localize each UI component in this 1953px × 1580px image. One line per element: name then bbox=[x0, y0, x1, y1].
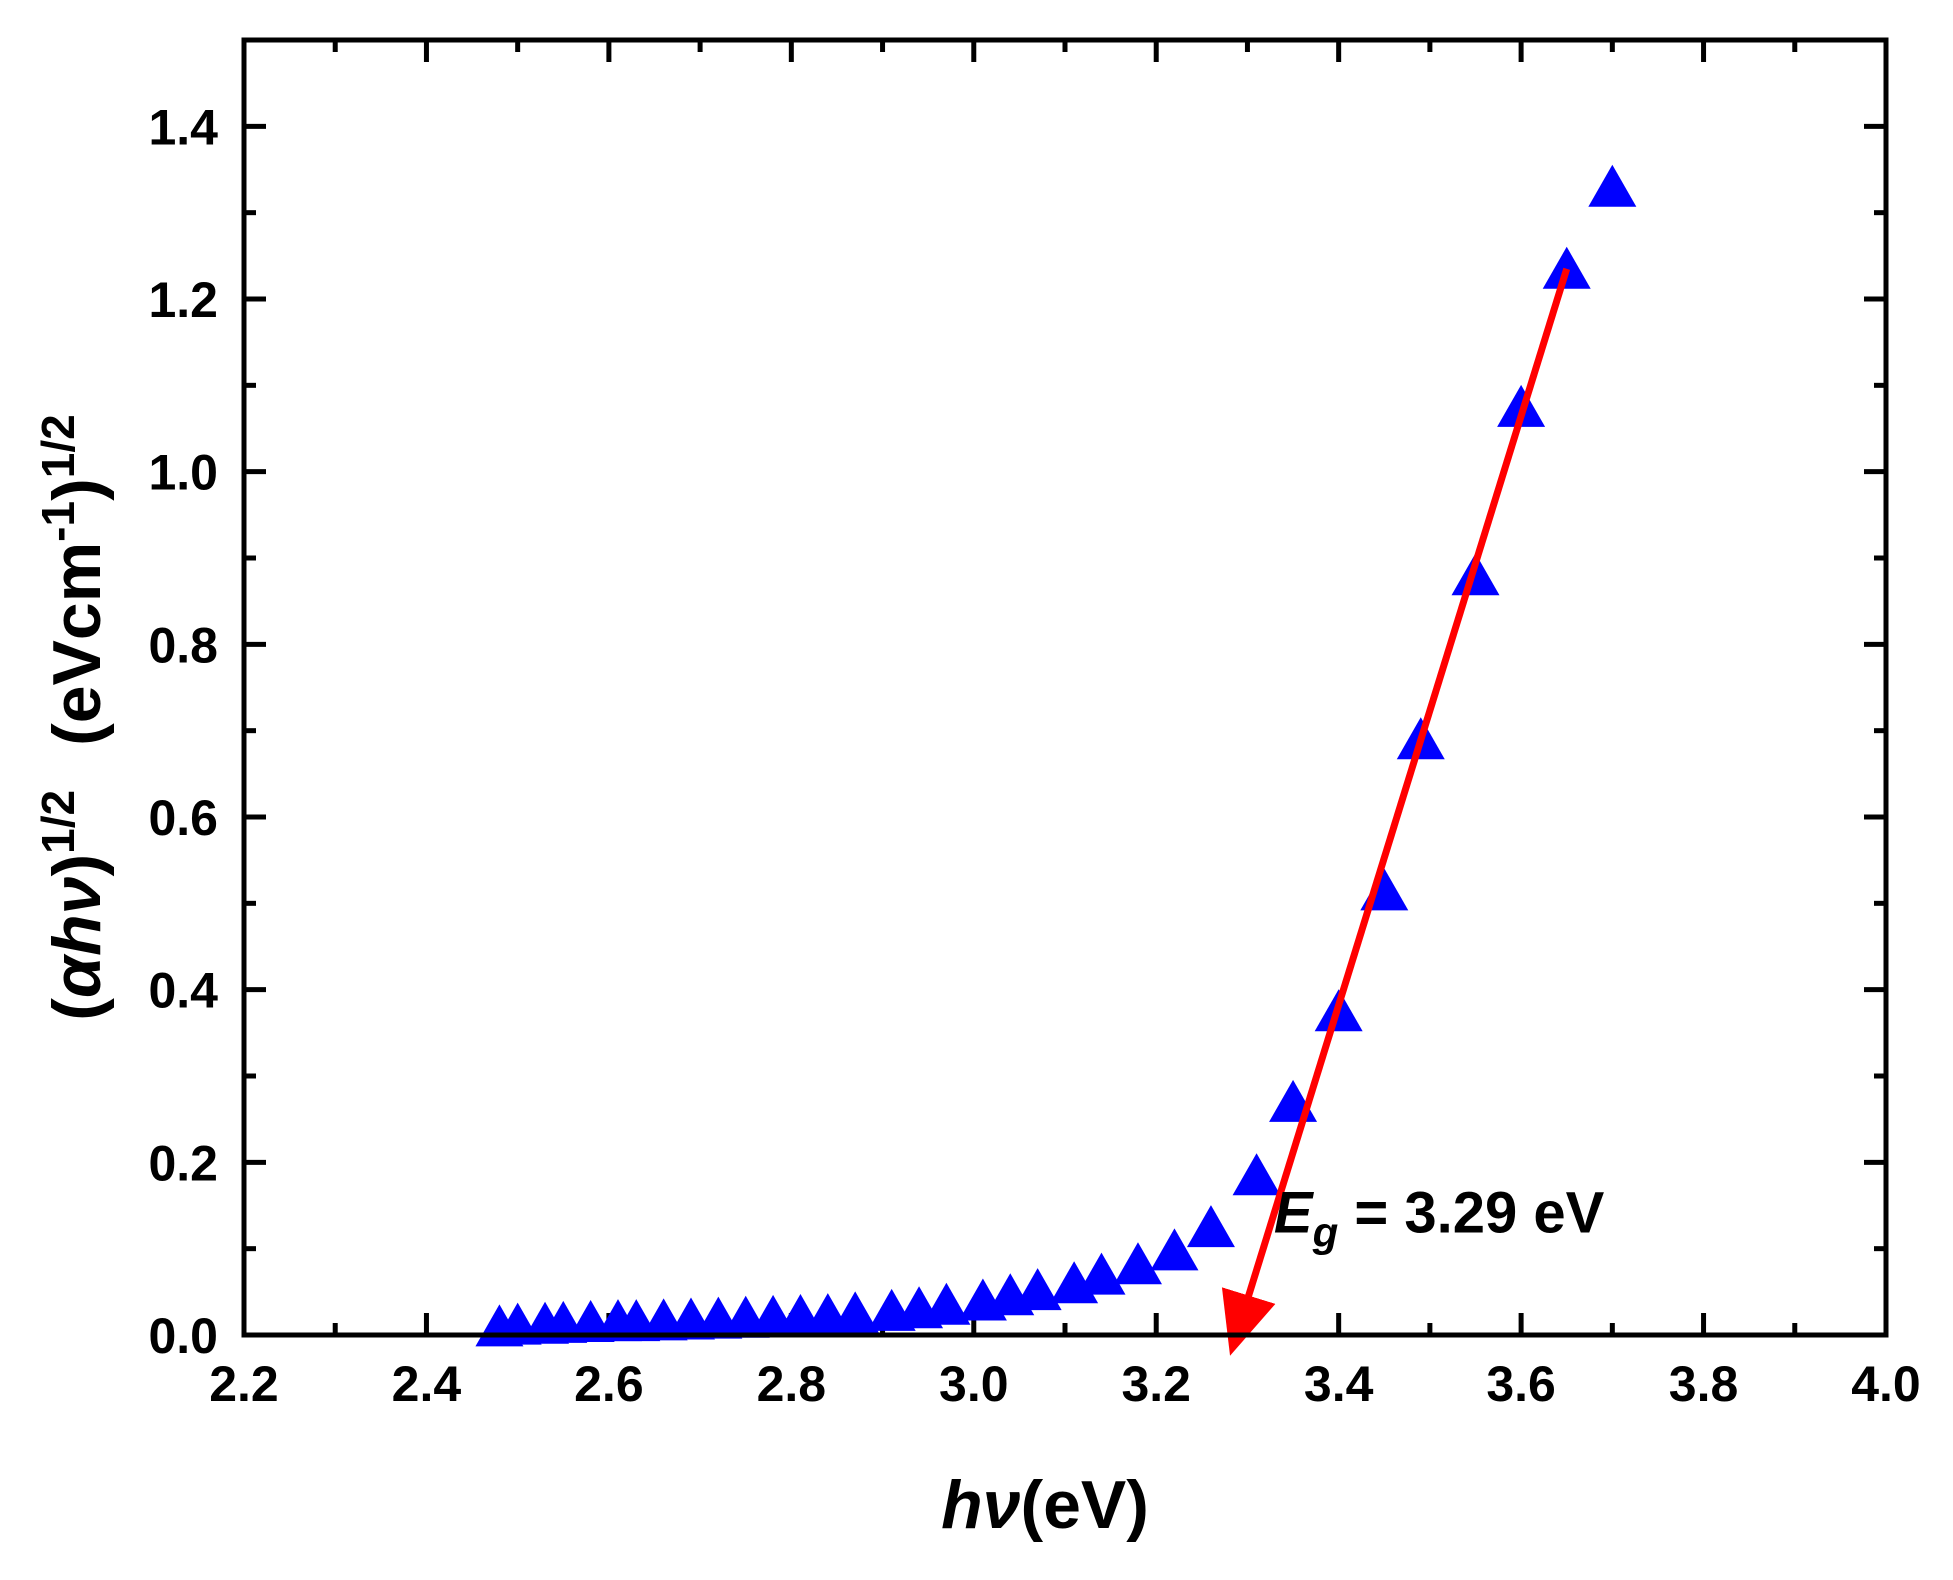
y-axis-symbol: αhν bbox=[39, 876, 115, 998]
y-tick-label: 0.2 bbox=[148, 1135, 218, 1191]
data-point bbox=[831, 1291, 880, 1334]
y-tick-label: 1.4 bbox=[148, 99, 218, 155]
x-tick-label: 2.8 bbox=[757, 1356, 827, 1412]
data-point bbox=[1150, 1228, 1199, 1271]
y-tick-label: 0.4 bbox=[148, 963, 218, 1019]
y-tick-label: 0.6 bbox=[148, 790, 218, 846]
data-point bbox=[1232, 1153, 1281, 1196]
data-points bbox=[475, 164, 1637, 1347]
y-axis-unit-exp: -1 bbox=[32, 501, 84, 542]
data-point bbox=[1588, 164, 1637, 207]
x-axis-ticks bbox=[241, 40, 1889, 1335]
y-axis-unit-open: (eVcm bbox=[39, 542, 115, 746]
x-axis-symbol: hν bbox=[941, 1467, 1021, 1543]
data-point bbox=[1077, 1252, 1126, 1295]
x-tick-label: 2.4 bbox=[392, 1356, 462, 1412]
x-tick-label: 3.8 bbox=[1669, 1356, 1739, 1412]
data-point bbox=[922, 1282, 971, 1325]
x-axis-unit: (eV) bbox=[1020, 1467, 1148, 1543]
x-tick-label: 3.6 bbox=[1486, 1356, 1556, 1412]
y-axis-title: (αhν)1/2(eVcm-1)1/2 bbox=[32, 414, 115, 1020]
x-axis-title: hν(eV) bbox=[941, 1467, 1149, 1543]
plot-frame bbox=[241, 37, 1889, 1338]
band-gap-annotation: Eg = 3.29 eV bbox=[1274, 1180, 1605, 1255]
x-tick-label: 3.2 bbox=[1121, 1356, 1191, 1412]
x-axis-tick-labels: 2.2 2.4 2.6 2.8 3.0 3.2 3.4 3.6 3.8 4.0 bbox=[209, 1356, 1921, 1412]
y-axis-unit-close: ) bbox=[39, 478, 115, 501]
data-point bbox=[1113, 1242, 1162, 1285]
y-axis-open-paren: ( bbox=[39, 998, 115, 1021]
annotation-value: = 3.29 eV bbox=[1338, 1180, 1604, 1245]
y-axis-close-paren: ) bbox=[39, 854, 115, 877]
fit-line-group bbox=[1221, 267, 1571, 1356]
annotation-subscript: g bbox=[1312, 1208, 1339, 1255]
y-axis-unit-exponent: 1/2 bbox=[32, 414, 84, 478]
y-tick-label: 0.0 bbox=[148, 1308, 218, 1364]
data-point bbox=[1186, 1205, 1235, 1248]
x-tick-label: 2.6 bbox=[574, 1356, 644, 1412]
y-axis-ticks bbox=[244, 123, 1886, 1338]
x-tick-label: 2.2 bbox=[209, 1356, 279, 1412]
fit-line bbox=[1221, 267, 1571, 1356]
x-tick-label: 3.0 bbox=[939, 1356, 1009, 1412]
x-tick-label: 3.4 bbox=[1304, 1356, 1374, 1412]
y-tick-label: 1.0 bbox=[148, 445, 218, 501]
data-point bbox=[1013, 1268, 1062, 1311]
y-axis-exponent: 1/2 bbox=[32, 790, 84, 854]
y-axis-tick-labels: 0.0 0.2 0.4 0.6 0.8 1.0 1.2 1.4 bbox=[148, 99, 218, 1364]
y-tick-label: 1.2 bbox=[148, 272, 218, 328]
annotation-symbol: E bbox=[1274, 1180, 1315, 1245]
data-point bbox=[1542, 246, 1591, 289]
y-tick-label: 0.8 bbox=[148, 617, 218, 673]
x-tick-label: 4.0 bbox=[1851, 1356, 1921, 1412]
